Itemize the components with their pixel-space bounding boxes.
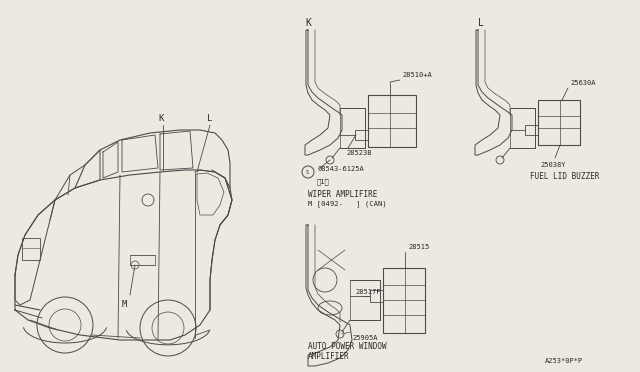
Text: L: L — [207, 114, 212, 123]
Text: WIPER AMPLIFIRE: WIPER AMPLIFIRE — [308, 190, 378, 199]
Bar — [22, 238, 40, 260]
Text: 28523B: 28523B — [346, 150, 371, 156]
Text: M [0492-   ] (CAN): M [0492- ] (CAN) — [308, 200, 387, 207]
Bar — [370, 290, 383, 302]
Bar — [538, 100, 580, 145]
Text: 28515: 28515 — [408, 244, 429, 250]
Text: L: L — [478, 18, 484, 28]
Text: 25038Y: 25038Y — [540, 162, 566, 168]
Text: 28510+A: 28510+A — [402, 72, 432, 78]
Text: FUEL LID BUZZER: FUEL LID BUZZER — [530, 172, 600, 181]
Bar — [368, 95, 416, 147]
Text: （1）: （1） — [317, 178, 330, 185]
Text: 28517F: 28517F — [355, 289, 381, 295]
Text: 25905A: 25905A — [352, 335, 378, 341]
Text: A253*0P*P: A253*0P*P — [545, 358, 583, 364]
Text: K: K — [305, 18, 311, 28]
Text: S: S — [305, 170, 308, 174]
Bar — [355, 130, 368, 140]
Bar — [383, 268, 425, 333]
Text: AMPLIFIER: AMPLIFIER — [308, 352, 349, 361]
Text: 08543-6125A: 08543-6125A — [317, 166, 364, 172]
Text: K: K — [158, 114, 163, 123]
Text: 25630A: 25630A — [570, 80, 595, 86]
Bar — [525, 125, 538, 135]
Text: AUTO POWER WINDOW: AUTO POWER WINDOW — [308, 342, 387, 351]
Text: M: M — [122, 300, 127, 309]
